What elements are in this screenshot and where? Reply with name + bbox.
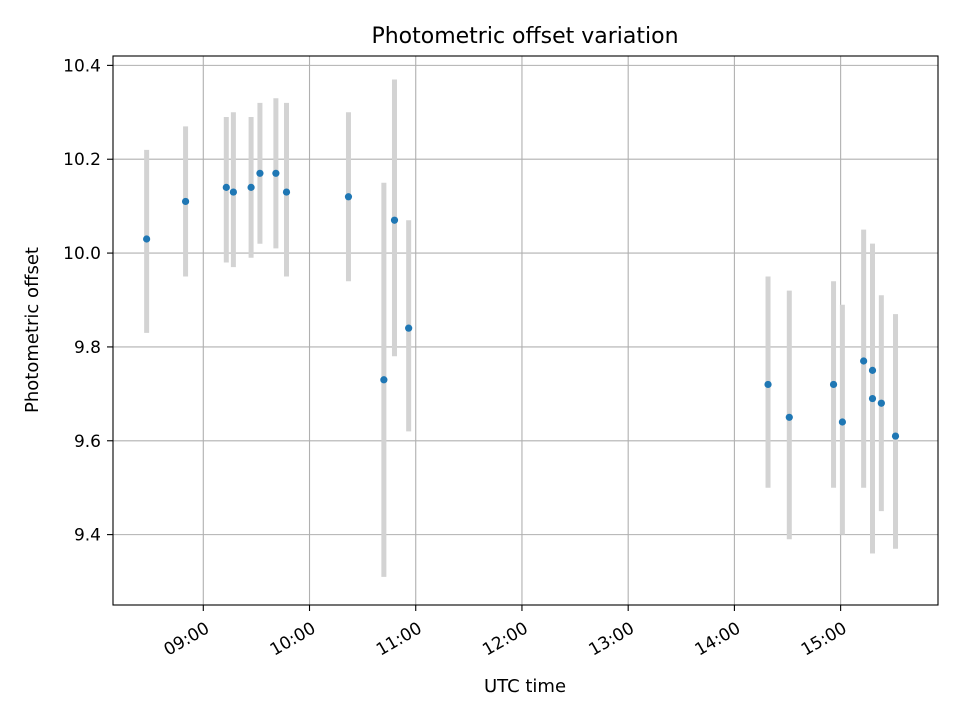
data-point (143, 235, 151, 243)
chart-title: Photometric offset variation (371, 24, 678, 49)
data-point (390, 216, 399, 224)
x-axis-label: UTC time (484, 676, 566, 697)
data-point (272, 169, 280, 177)
data-point (380, 376, 388, 384)
data-point (222, 183, 230, 191)
data-point (405, 324, 413, 332)
y-axis-label: Photometric offset (22, 247, 43, 413)
data-point (877, 399, 885, 407)
data-point (764, 380, 772, 389)
data-point (181, 197, 190, 206)
data-point (838, 418, 846, 426)
data-point (229, 188, 237, 196)
data-point (868, 366, 877, 374)
y-tick-label: 10.2 (63, 150, 101, 170)
y-tick-label: 9.8 (74, 338, 101, 358)
data-point (344, 193, 353, 201)
y-tick-label: 10.0 (63, 244, 101, 264)
plot-frame (112, 55, 939, 606)
data-points (143, 169, 900, 440)
data-point (282, 188, 291, 196)
y-tick-label: 9.4 (74, 526, 101, 546)
data-point (860, 357, 868, 365)
data-point (829, 380, 838, 389)
data-point (891, 432, 900, 440)
data-point (256, 169, 264, 177)
data-point (247, 183, 255, 191)
data-point (868, 394, 877, 403)
y-tick-label: 9.6 (74, 432, 101, 452)
y-tick-label: 10.4 (63, 56, 101, 76)
data-point (785, 413, 793, 421)
